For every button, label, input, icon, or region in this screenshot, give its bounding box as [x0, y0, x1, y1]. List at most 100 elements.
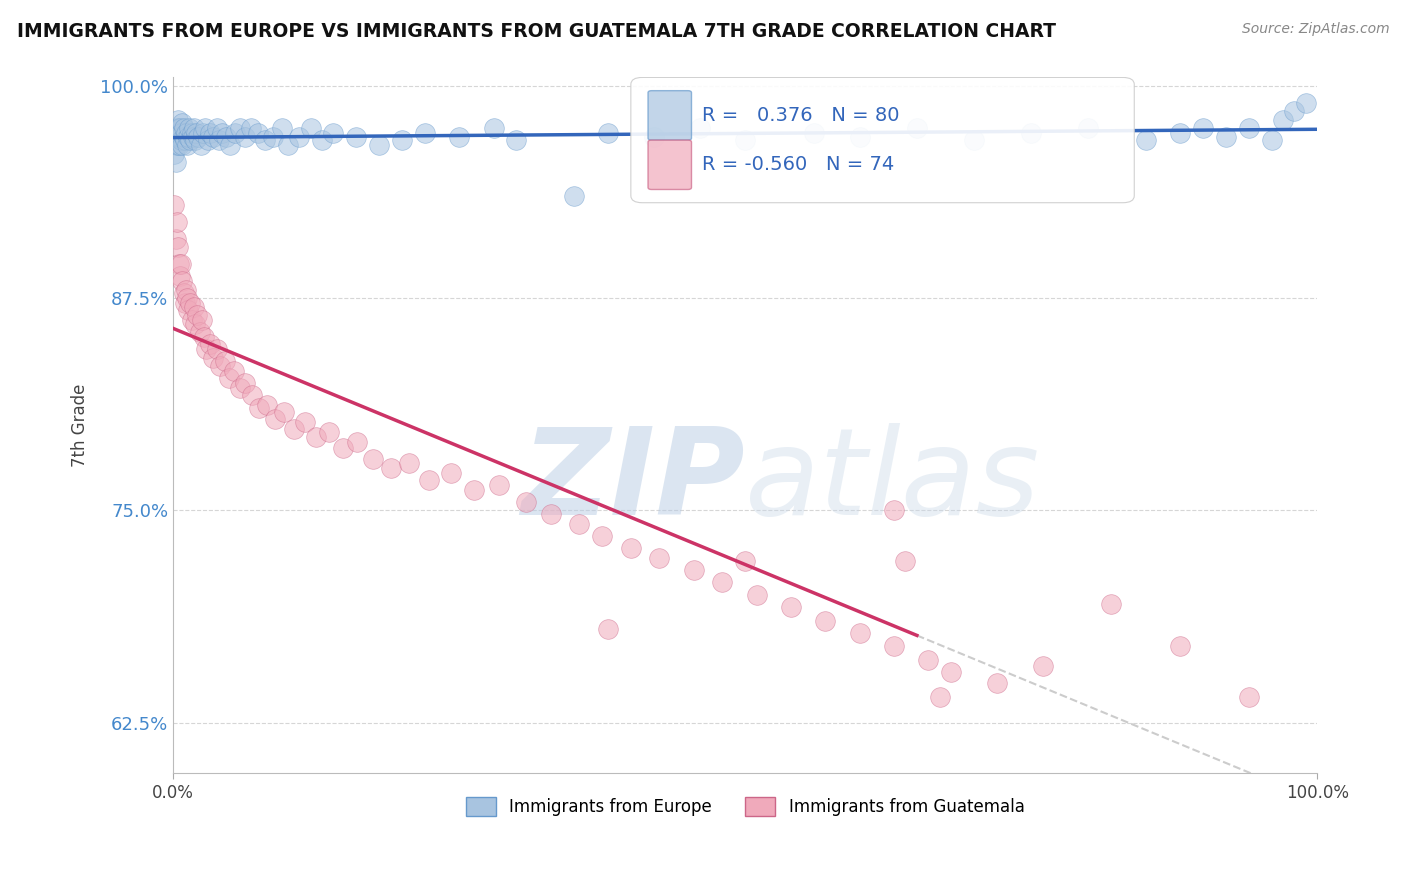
- Text: R = -0.560   N = 74: R = -0.560 N = 74: [702, 155, 894, 174]
- Point: [540, 507, 562, 521]
- Point: [214, 354, 236, 368]
- Point: [193, 330, 215, 344]
- Point: [505, 133, 527, 147]
- Point: [344, 129, 367, 144]
- Point: [1192, 121, 1215, 136]
- Point: [208, 133, 231, 147]
- Point: [363, 452, 385, 467]
- Point: [195, 342, 218, 356]
- Point: [283, 422, 305, 436]
- Point: [202, 129, 225, 144]
- Point: [928, 690, 950, 704]
- Point: [253, 133, 276, 147]
- Point: [218, 371, 240, 385]
- Point: [190, 138, 212, 153]
- Point: [169, 268, 191, 283]
- Point: [191, 127, 214, 141]
- Point: [1019, 127, 1042, 141]
- Text: ZIP: ZIP: [522, 423, 745, 540]
- Point: [173, 129, 195, 144]
- FancyBboxPatch shape: [631, 78, 1135, 202]
- Point: [170, 127, 193, 141]
- Point: [183, 121, 205, 136]
- Point: [166, 240, 188, 254]
- Point: [184, 127, 207, 141]
- Point: [240, 121, 263, 136]
- Point: [233, 129, 256, 144]
- Point: [166, 215, 188, 229]
- Point: [165, 155, 187, 169]
- Point: [413, 127, 436, 141]
- Point: [894, 554, 917, 568]
- Point: [449, 129, 471, 144]
- Point: [222, 364, 245, 378]
- Point: [620, 541, 643, 555]
- Point: [1077, 121, 1099, 136]
- Point: [440, 466, 463, 480]
- Text: atlas: atlas: [745, 423, 1040, 540]
- Point: [183, 300, 205, 314]
- Point: [188, 325, 211, 339]
- Point: [174, 283, 197, 297]
- Point: [1215, 129, 1237, 144]
- Point: [562, 189, 585, 203]
- Point: [1237, 690, 1260, 704]
- Point: [167, 121, 190, 136]
- Point: [332, 441, 354, 455]
- Point: [848, 129, 870, 144]
- Point: [591, 529, 613, 543]
- Point: [482, 121, 505, 136]
- Point: [184, 133, 207, 147]
- Point: [273, 405, 295, 419]
- Point: [1168, 639, 1191, 653]
- Point: [179, 121, 201, 136]
- Point: [184, 317, 207, 331]
- Point: [682, 563, 704, 577]
- Point: [294, 415, 316, 429]
- Point: [163, 146, 186, 161]
- Point: [270, 121, 292, 136]
- Point: [1237, 121, 1260, 136]
- Point: [596, 127, 619, 141]
- Point: [264, 411, 287, 425]
- Point: [177, 303, 200, 318]
- Point: [211, 127, 233, 141]
- Point: [883, 639, 905, 653]
- Point: [247, 401, 270, 416]
- Point: [368, 138, 391, 153]
- Point: [1284, 104, 1306, 119]
- Point: [181, 129, 204, 144]
- Point: [596, 622, 619, 636]
- Point: [814, 614, 837, 628]
- Point: [228, 381, 250, 395]
- Point: [905, 121, 928, 136]
- Point: [166, 121, 188, 136]
- Point: [262, 129, 284, 144]
- Point: [848, 625, 870, 640]
- Point: [917, 653, 939, 667]
- Point: [1295, 95, 1317, 110]
- Point: [463, 483, 485, 497]
- Point: [689, 121, 711, 136]
- Point: [172, 138, 194, 153]
- Point: [246, 127, 269, 141]
- Point: [173, 296, 195, 310]
- Point: [177, 129, 200, 144]
- Text: IMMIGRANTS FROM EUROPE VS IMMIGRANTS FROM GUATEMALA 7TH GRADE CORRELATION CHART: IMMIGRANTS FROM EUROPE VS IMMIGRANTS FRO…: [17, 22, 1056, 41]
- Point: [166, 138, 188, 153]
- Point: [1260, 133, 1282, 147]
- Point: [198, 337, 221, 351]
- Point: [883, 503, 905, 517]
- Point: [318, 425, 340, 440]
- Point: [169, 129, 191, 144]
- Y-axis label: 7th Grade: 7th Grade: [72, 384, 89, 467]
- Point: [288, 129, 311, 144]
- Point: [322, 127, 344, 141]
- Point: [745, 588, 768, 602]
- Point: [986, 676, 1008, 690]
- Point: [380, 461, 402, 475]
- Point: [228, 121, 250, 136]
- Point: [219, 138, 242, 153]
- Point: [169, 121, 191, 136]
- Point: [305, 430, 328, 444]
